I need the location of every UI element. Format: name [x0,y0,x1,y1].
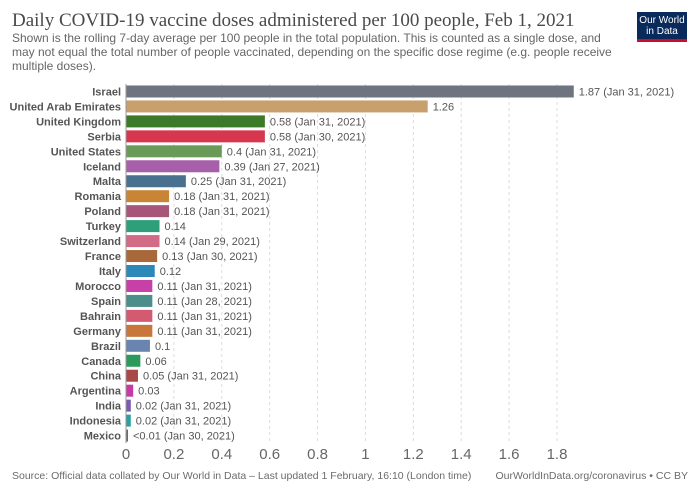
bar [126,220,160,233]
data-label: 0.12 [160,266,181,278]
bar [126,294,153,307]
category-label: Mexico [84,431,122,443]
x-tick-label: 0.2 [163,446,184,463]
x-tick-label: 0.8 [307,446,328,463]
category-label: Brazil [91,341,121,353]
bar [126,309,153,322]
logo-line-1: Our World [639,15,685,26]
data-label: 0.06 [145,356,166,368]
data-label: 0.39 (Jan 27, 2021) [224,161,319,173]
bar [126,205,170,218]
bar [126,85,574,98]
category-label: United States [51,146,121,158]
category-label: Bahrain [80,311,121,323]
bar [126,354,141,367]
category-label: Argentina [70,386,122,398]
data-label: 0.18 (Jan 31, 2021) [174,191,269,203]
category-label: Poland [84,206,121,218]
x-tick-label: 1 [361,446,369,463]
x-tick-label: 1.4 [451,446,472,463]
data-label: 0.11 (Jan 31, 2021) [157,281,252,293]
data-label: 0.11 (Jan 31, 2021) [157,311,252,323]
bar [126,175,186,188]
category-label: India [95,401,122,413]
category-label: Canada [81,356,122,368]
bar [126,414,131,427]
bar [126,384,134,397]
data-label: 0.03 [138,386,159,398]
bar [126,324,153,337]
logo-line-2: in Data [646,26,678,37]
chart-title: Daily COVID-19 vaccine doses administere… [12,10,575,31]
bar [126,115,265,128]
data-label: 0.02 (Jan 31, 2021) [136,401,231,413]
category-label: Israel [92,86,121,98]
category-label: United Kingdom [36,116,121,128]
bar [126,250,158,263]
category-label: Turkey [86,221,122,233]
data-label: 0.02 (Jan 31, 2021) [136,416,231,428]
category-label: Germany [73,326,122,338]
category-label: Morocco [75,281,121,293]
data-label: 0.18 (Jan 31, 2021) [174,206,269,218]
category-label: United Arab Emirates [10,101,121,113]
data-label: 1.87 (Jan 31, 2021) [579,86,674,98]
data-label: 0.58 (Jan 30, 2021) [270,131,365,143]
data-label: 0.25 (Jan 31, 2021) [191,176,286,188]
data-label: 0.58 (Jan 31, 2021) [270,116,365,128]
data-label: 0.14 [165,221,186,233]
category-label: Romania [75,191,122,203]
bar [126,190,170,203]
data-label: 0.11 (Jan 28, 2021) [157,296,252,308]
source-note: Source: Official data collated by Our Wo… [12,470,472,482]
data-label: 1.26 [433,101,454,113]
x-tick-label: 1.2 [403,446,424,463]
data-label: 0.05 (Jan 31, 2021) [143,371,238,383]
x-tick-label: 0.4 [211,446,232,463]
category-label: Spain [91,296,121,308]
category-label: Italy [99,266,122,278]
category-label: Malta [93,176,122,188]
bar [126,399,131,412]
x-tick-label: 0 [122,446,130,463]
data-label: 0.13 (Jan 30, 2021) [162,251,257,263]
category-label: France [85,251,121,263]
data-label: <0.01 (Jan 30, 2021) [133,431,235,443]
bar [126,429,128,442]
bar [126,339,150,352]
bar [126,160,220,173]
category-label: Serbia [87,131,122,143]
x-tick-label: 1.6 [499,446,520,463]
bar [126,265,155,277]
bar [126,100,428,113]
data-label: 0.4 (Jan 31, 2021) [227,146,316,158]
category-label: Iceland [83,161,121,173]
data-label: 0.1 [155,341,170,353]
bar [126,369,138,382]
bar [126,235,160,248]
category-label: Indonesia [70,416,122,428]
category-label: Switzerland [60,236,121,248]
license-link[interactable]: OurWorldInData.org/coronavirus • CC BY [495,470,688,482]
chart-subtitle: Shown is the rolling 7-day average per 1… [12,31,612,73]
category-label: China [90,371,121,383]
x-tick-label: 0.6 [259,446,280,463]
data-label: 0.11 (Jan 31, 2021) [157,326,252,338]
x-tick-label: 1.8 [547,446,568,463]
bar [126,145,222,158]
bar [126,130,265,143]
owid-logo[interactable]: Our World in Data [637,12,687,42]
bar [126,279,153,292]
data-label: 0.14 (Jan 29, 2021) [165,236,260,248]
